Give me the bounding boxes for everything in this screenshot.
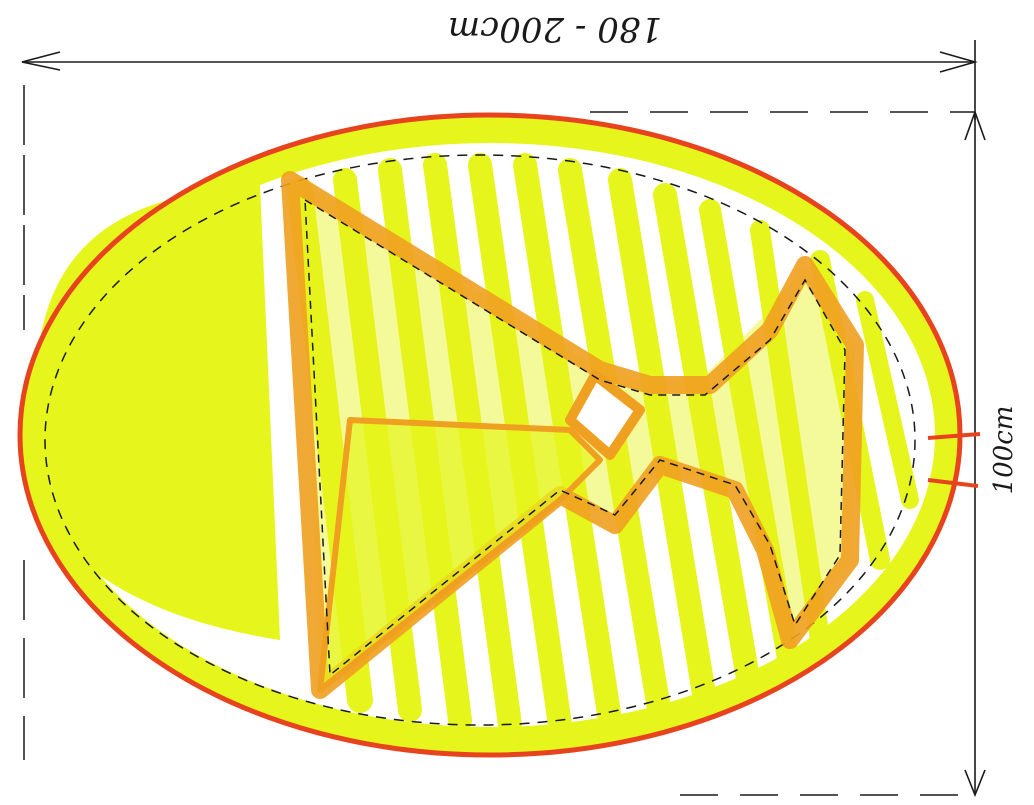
fish-inner-fin — [317, 417, 603, 693]
height-dimension-label: 100cm — [989, 406, 1019, 495]
inner-dashed-oval — [44, 154, 916, 726]
fish-center-diamond — [565, 370, 645, 460]
height-dimension — [964, 109, 986, 798]
width-dimension — [21, 40, 978, 120]
edge-marks — [927, 432, 981, 488]
width-dimension-label: 180 - 200cm — [448, 9, 662, 49]
fish-body-outline — [281, 171, 864, 699]
fish-dashed-trace — [304, 198, 846, 677]
hatching — [38, 153, 919, 737]
fish-figure — [281, 171, 864, 699]
bounding-guides — [23, 85, 975, 796]
